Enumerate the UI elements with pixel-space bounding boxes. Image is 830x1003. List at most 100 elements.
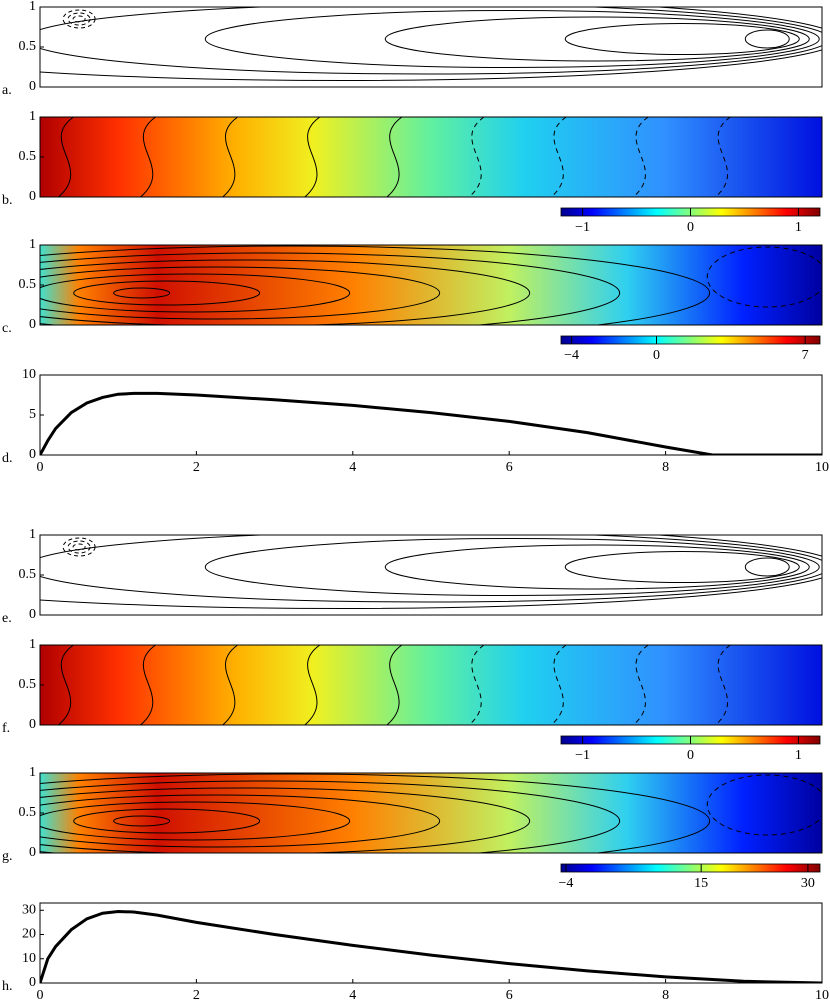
plot-area [40, 909, 822, 983]
y-tick-label: 1 [29, 0, 36, 14]
contour-line [40, 245, 711, 325]
frame [39, 374, 823, 456]
y-tick-label: 1 [29, 109, 36, 124]
streamline [40, 535, 822, 603]
panel-label: c. [2, 321, 12, 336]
x-tick-label: 0 [37, 988, 44, 1003]
colorbar-tick-label: 0 [687, 748, 694, 763]
contour-line [706, 774, 822, 836]
frame [39, 902, 823, 984]
contour-line [140, 645, 156, 725]
contour-line [40, 266, 441, 320]
streamline [40, 7, 822, 75]
colorbar-tick-label: −1 [575, 748, 590, 763]
contour-line [58, 117, 74, 197]
contour-line [550, 645, 567, 725]
panel-label: e. [2, 611, 12, 626]
streamline [62, 537, 96, 557]
contour-line [73, 808, 261, 834]
colorbar-tick-label: −4 [559, 876, 574, 891]
contour-line [550, 117, 567, 197]
plot-area [40, 645, 822, 725]
y-tick-label: 30 [22, 902, 36, 917]
streamline [72, 15, 86, 23]
y-tick-label: 20 [22, 927, 36, 942]
y-tick-label: 0.5 [19, 149, 37, 164]
panel-label: f. [2, 721, 10, 736]
y-tick-label: 0.5 [19, 677, 37, 692]
y-tick-label: 0 [29, 717, 36, 732]
x-tick-label: 6 [506, 988, 513, 1003]
streamline [204, 538, 820, 596]
colorbar-tick-label: 1 [795, 220, 802, 235]
streamline [204, 10, 820, 68]
streamline [384, 544, 810, 590]
contour-line [222, 117, 238, 197]
colorbar-tick-label: 7 [802, 348, 809, 363]
y-tick-label: 10 [22, 367, 36, 382]
x-tick-label: 4 [349, 988, 356, 1003]
contour-line [386, 645, 403, 725]
contour-line [40, 794, 441, 848]
contour-line [632, 117, 649, 197]
contour-line [468, 645, 485, 725]
x-tick-label: 10 [815, 460, 829, 475]
curve [40, 391, 822, 455]
y-tick-label: 1 [29, 765, 36, 780]
streamline [40, 7, 822, 81]
y-tick-label: 0 [29, 607, 36, 622]
y-tick-label: 0 [29, 975, 36, 990]
contour-line [222, 645, 238, 725]
x-tick-label: 8 [662, 988, 669, 1003]
y-tick-label: 0.5 [19, 39, 37, 54]
color-field [40, 117, 822, 197]
plot-area [40, 773, 822, 853]
contour-line [113, 815, 171, 827]
streamline [62, 9, 96, 29]
plot-area [40, 391, 822, 455]
colorbar-tick-label: −1 [575, 220, 590, 235]
colorbar [560, 863, 821, 873]
x-tick-label: 0 [37, 460, 44, 475]
x-tick-label: 10 [815, 988, 829, 1003]
y-tick-label: 0.5 [19, 277, 37, 292]
colorbar-tick-label: 0 [653, 348, 660, 363]
contour-line [40, 252, 621, 325]
x-tick-label: 2 [193, 988, 200, 1003]
x-tick-label: 6 [506, 460, 513, 475]
contour-line [140, 117, 156, 197]
frame [39, 6, 823, 88]
y-tick-label: 0 [29, 317, 36, 332]
y-tick-label: 0 [29, 79, 36, 94]
y-tick-label: 1 [29, 637, 36, 652]
contour-line [632, 645, 649, 725]
streamline [564, 23, 800, 55]
panel-label: a. [2, 83, 12, 98]
panel-label: d. [2, 451, 13, 466]
y-tick-label: 1 [29, 527, 36, 542]
plot-area [40, 245, 822, 325]
colorbar-tick-label: 0 [687, 220, 694, 235]
contour-line [40, 273, 351, 313]
streamline [564, 551, 800, 583]
y-tick-label: 0 [29, 447, 36, 462]
contour-line [40, 801, 351, 841]
panel-label: h. [2, 979, 13, 994]
contour-line [304, 645, 321, 725]
curve [40, 909, 822, 983]
contour-line [40, 259, 531, 325]
x-tick-label: 4 [349, 460, 356, 475]
contour-line [58, 645, 74, 725]
contour-line [40, 787, 531, 853]
contour-line [386, 117, 403, 197]
contour-line [468, 117, 485, 197]
plot-area [40, 535, 822, 609]
y-tick-label: 10 [22, 951, 36, 966]
y-tick-label: 0.5 [19, 567, 37, 582]
contour-line [706, 246, 822, 308]
plot-area [40, 7, 822, 81]
contour-line [715, 645, 731, 725]
panel-label: b. [2, 193, 13, 208]
streamline [744, 557, 790, 577]
